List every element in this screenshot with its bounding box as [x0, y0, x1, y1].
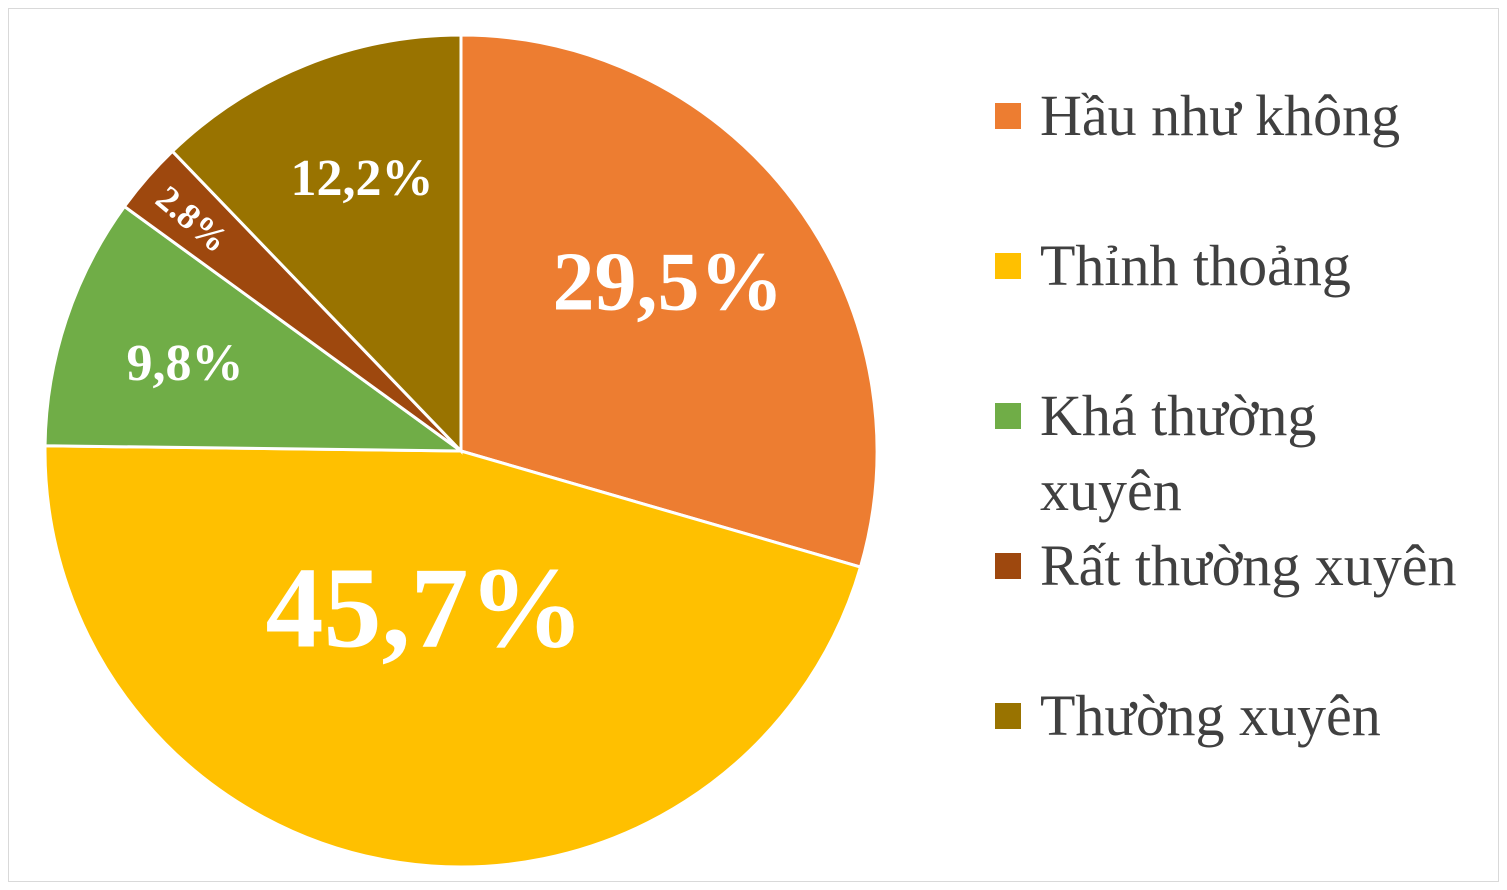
legend-item: Rất thường xuyên — [995, 528, 1475, 678]
legend-label: Thường xuyên — [1040, 683, 1381, 748]
legend-item: Hầu như không — [995, 78, 1475, 228]
legend-label: Thỉnh thoảng — [1040, 233, 1351, 298]
legend-label: Hầu như không — [1040, 83, 1401, 148]
data-label: 29,5% — [553, 235, 784, 328]
pie-slice — [43, 444, 863, 869]
legend-label: Rất thường xuyên — [1040, 533, 1457, 598]
pie-slice — [170, 33, 463, 455]
legend-item: Thỉnh thoảng — [995, 228, 1475, 378]
data-label: 12,2% — [291, 150, 434, 207]
data-label: 45,7% — [266, 545, 585, 673]
legend-swatch — [995, 703, 1021, 729]
legend: Hầu như không Thỉnh thoảng Khá thường xuyê… — [995, 78, 1475, 828]
data-label: 9,8% — [127, 335, 244, 392]
legend-swatch — [995, 103, 1021, 129]
pie-slice — [43, 204, 466, 453]
legend-item: Khá thường xuyên — [995, 378, 1475, 528]
legend-swatch — [995, 403, 1021, 429]
legend-swatch — [995, 553, 1021, 579]
legend-swatch — [995, 253, 1021, 279]
chart-frame — [8, 8, 1499, 882]
legend-label: Khá thường xuyên — [1040, 383, 1317, 523]
pie-slice — [459, 33, 879, 569]
legend-item: Thường xuyên — [995, 678, 1475, 828]
